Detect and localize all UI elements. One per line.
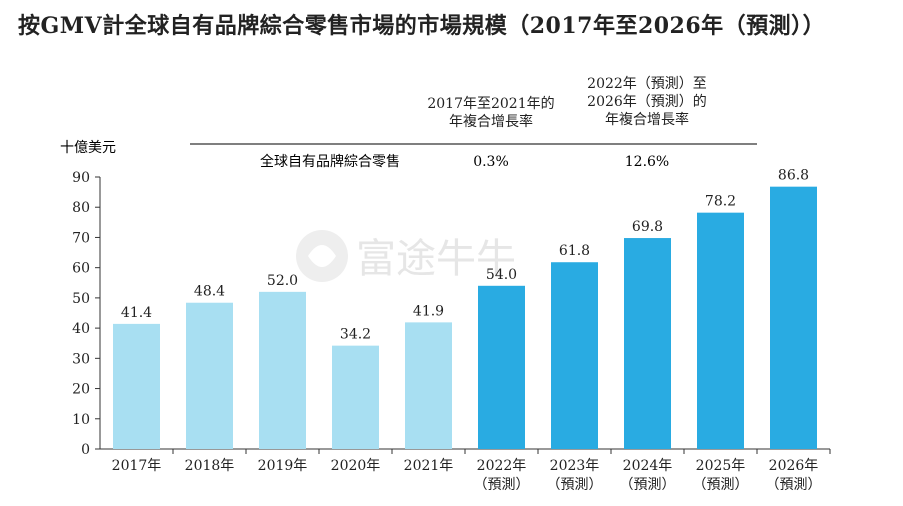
- y-tick-label: 40: [72, 321, 90, 337]
- bar-value-label: 69.8: [632, 219, 663, 235]
- bar-value-label: 54.0: [486, 267, 517, 283]
- bar-value-label: 61.8: [559, 243, 590, 259]
- bar-5: [405, 322, 452, 449]
- bar-value-label: 41.4: [121, 305, 152, 321]
- y-tick-label: 70: [72, 230, 90, 246]
- x-tick-label: （預測）: [547, 477, 603, 493]
- watermark-text: 富途牛牛: [356, 236, 516, 282]
- cagr-header-2022-2026: 2022年（預測）至 2026年（預測）的 年複合增長率: [572, 75, 722, 129]
- cagr-header-line: 2022年（預測）至: [587, 76, 707, 92]
- watermark: 富途牛牛: [296, 230, 516, 282]
- bar-1: [113, 323, 160, 449]
- bar-value-label: 78.2: [705, 194, 736, 210]
- x-tick-label: （預測）: [766, 477, 822, 493]
- x-tick-label: （預測）: [693, 477, 749, 493]
- bar-value-label: 86.8: [778, 168, 809, 184]
- y-tick-label: 0: [81, 442, 90, 458]
- x-tick-label: 2024年: [623, 458, 673, 474]
- x-tick-label: 2025年: [696, 458, 746, 474]
- x-tick-label: （預測）: [474, 477, 530, 493]
- chart-title: 按GMV計全球自有品牌綜合零售市場的市場規模（2017年至2026年（預測））: [18, 13, 826, 39]
- x-tick-label: 2017年: [112, 458, 162, 474]
- cagr-header-line: 2026年（預測）的: [587, 94, 707, 110]
- bar-value-label: 52.0: [267, 273, 298, 289]
- y-tick-label: 90: [72, 170, 90, 186]
- y-tick-label: 60: [72, 261, 90, 277]
- y-tick-label: 30: [72, 351, 90, 367]
- bar-value-label: 41.9: [413, 303, 444, 319]
- bar-10: [770, 186, 817, 449]
- bar-9: [697, 212, 744, 449]
- bar-value-label: 34.2: [340, 327, 371, 343]
- y-tick-label: 80: [72, 200, 90, 216]
- x-tick-label: 2026年: [769, 458, 819, 474]
- y-axis-unit: 十億美元: [60, 140, 116, 156]
- cagr-value-2022-2026: 12.6%: [625, 154, 669, 170]
- y-tick-label: 20: [72, 382, 90, 398]
- bar-8: [624, 238, 671, 449]
- bar-7: [551, 262, 598, 449]
- cagr-header-line: 年複合增長率: [449, 114, 533, 130]
- cagr-row-label: 全球自有品牌綜合零售: [260, 153, 400, 170]
- y-tick-label: 10: [72, 412, 90, 428]
- x-tick-label: 2019年: [258, 458, 308, 474]
- x-tick-label: 2022年: [477, 458, 527, 474]
- x-tick-label: 2023年: [550, 458, 600, 474]
- y-tick-label: 50: [72, 291, 90, 307]
- cagr-header-line: 2017年至2021年的: [427, 96, 555, 112]
- bar-6: [478, 285, 525, 449]
- bar-3: [259, 291, 306, 449]
- bar-2: [186, 302, 233, 449]
- x-tick-label: 2021年: [404, 458, 454, 474]
- x-tick-label: 2018年: [185, 458, 235, 474]
- cagr-header-line: 年複合增長率: [605, 112, 689, 128]
- x-tick-label: 2020年: [331, 458, 381, 474]
- cagr-value-2017-2021: 0.3%: [473, 154, 509, 170]
- bar-4: [332, 345, 379, 449]
- cagr-header-2017-2021: 2017年至2021年的 年複合增長率: [416, 95, 566, 131]
- bar-value-label: 48.4: [194, 284, 225, 300]
- x-tick-label: （預測）: [620, 477, 676, 493]
